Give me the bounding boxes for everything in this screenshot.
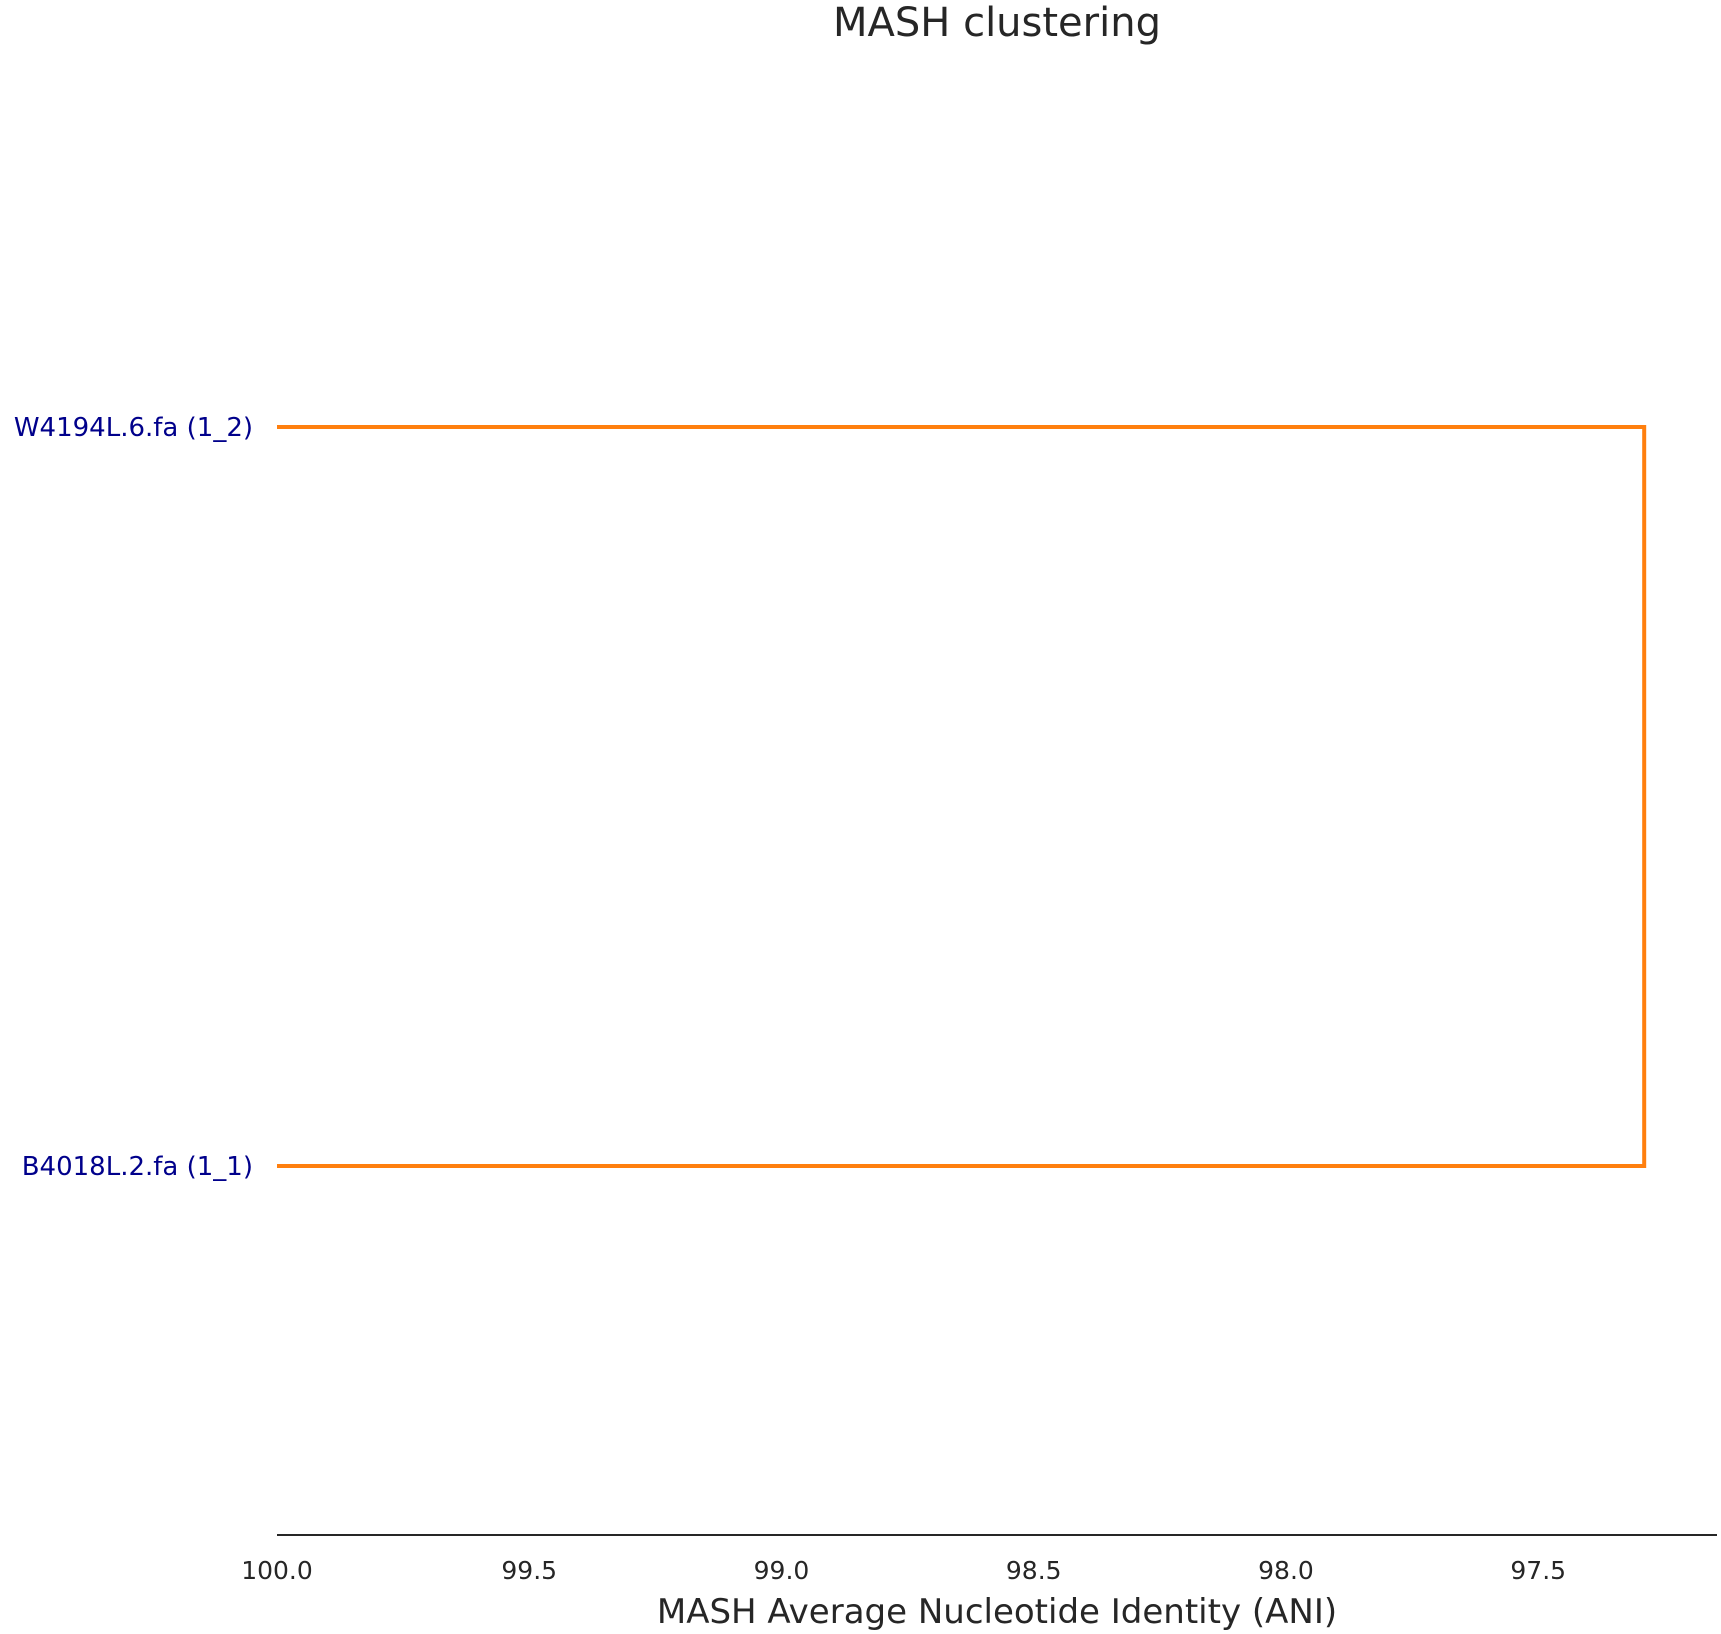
x-tick-label: 99.5 [501, 1556, 557, 1585]
x-tick-label: 97.5 [1510, 1556, 1566, 1585]
dendrogram-link [277, 425, 1647, 1168]
leaf-labels: W4194L.6.fa (1_2) B4018L.2.fa (1_1) [14, 413, 253, 1182]
chart-title: MASH clustering [833, 0, 1161, 46]
x-tick-label: 98.5 [1006, 1556, 1062, 1585]
x-axis-label: MASH Average Nucleotide Identity (ANI) [657, 1592, 1337, 1632]
x-tick-label: 98.0 [1258, 1556, 1314, 1585]
x-tick-label: 100.0 [241, 1556, 313, 1585]
x-tick-label: 99.0 [754, 1556, 810, 1585]
leaf-label: W4194L.6.fa (1_2) [14, 413, 253, 443]
x-axis-ticks: 100.0 99.5 99.0 98.5 98.0 97.5 [241, 1556, 1566, 1585]
dendrogram-branches [277, 425, 1647, 1168]
leaf-label: B4018L.2.fa (1_1) [22, 1152, 253, 1182]
